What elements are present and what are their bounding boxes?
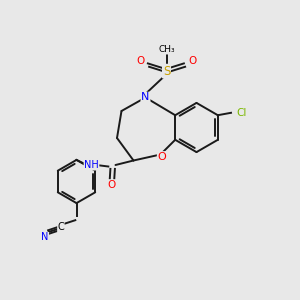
Text: O: O xyxy=(158,152,166,162)
Text: C: C xyxy=(58,222,64,232)
Text: N: N xyxy=(41,232,49,242)
Text: Cl: Cl xyxy=(236,108,247,118)
Text: O: O xyxy=(188,56,197,66)
Text: CH₃: CH₃ xyxy=(158,45,175,54)
Text: O: O xyxy=(136,56,145,66)
Text: S: S xyxy=(163,64,170,78)
Text: O: O xyxy=(107,180,116,190)
Text: N: N xyxy=(141,92,150,103)
Text: NH: NH xyxy=(84,160,99,170)
